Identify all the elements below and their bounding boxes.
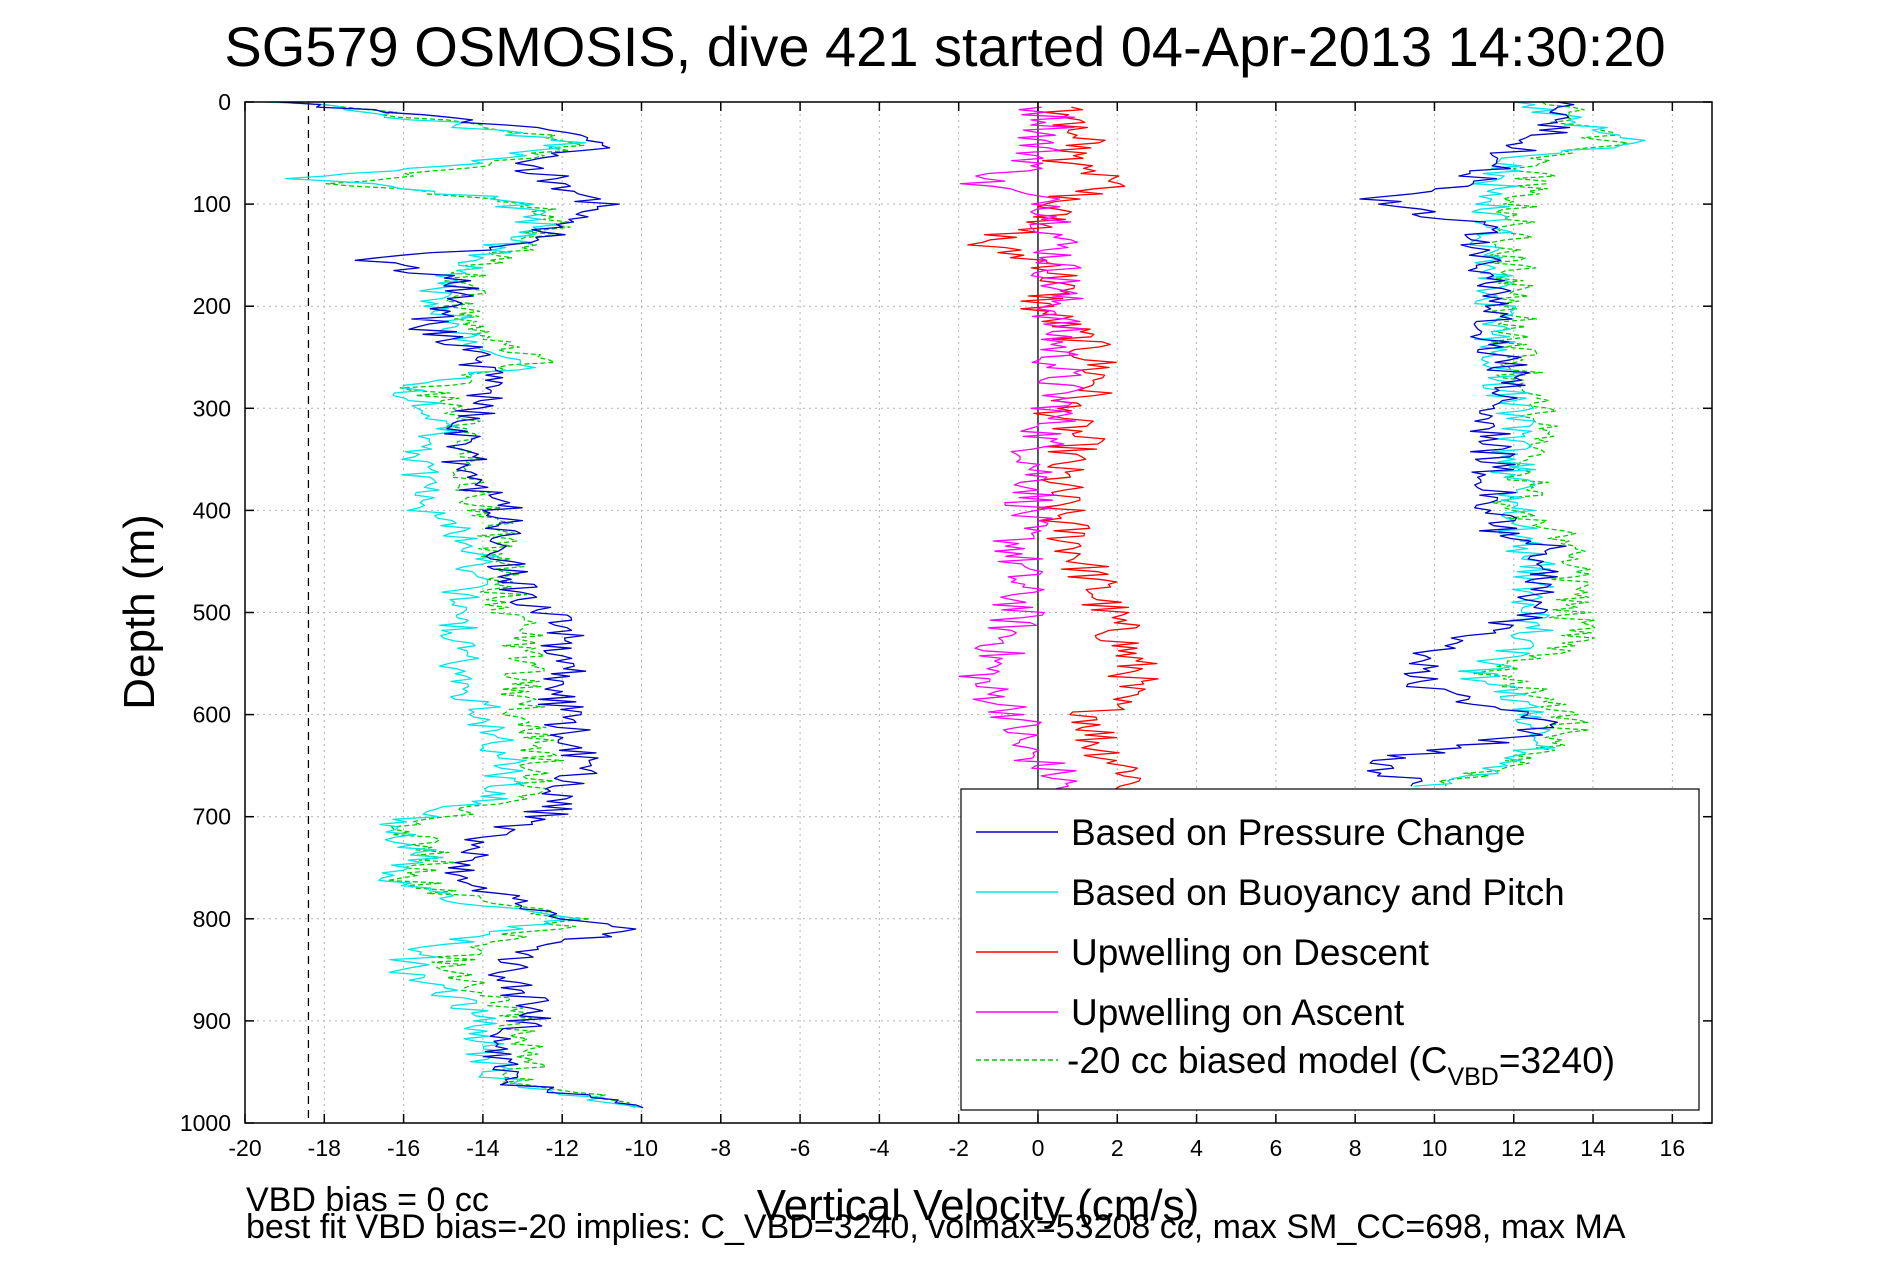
x-tick-label: -20 <box>228 1135 261 1161</box>
series-line-2-descent <box>265 101 643 1109</box>
x-tick-label: -4 <box>869 1135 890 1161</box>
reference-lines <box>307 102 1039 1123</box>
x-tick-label: 6 <box>1269 1135 1282 1161</box>
y-tick-label: 500 <box>193 600 231 626</box>
legend-label-subscript: VBD <box>1447 1063 1498 1091</box>
x-tick-label: 14 <box>1580 1135 1606 1161</box>
y-tick-label: 200 <box>193 293 231 319</box>
chart-title: SG579 OSMOSIS, dive 421 started 04-Apr-2… <box>224 15 1665 78</box>
x-tick-label: 0 <box>1032 1135 1045 1161</box>
x-tick-label: -18 <box>308 1135 341 1161</box>
axis-ticks: -20 -18 -16 -14 -12 -10 -8 -6 -4 -2 0 2 4 6 8 10 12 14 160… <box>180 89 1712 1161</box>
series-line-1-ascent <box>1359 101 1575 787</box>
series-line-1-descent <box>280 101 644 1109</box>
x-tick-label: 12 <box>1501 1135 1527 1161</box>
series-line-3-descent <box>967 106 1159 808</box>
data-series <box>265 101 1646 1109</box>
x-tick-label: -8 <box>711 1135 731 1161</box>
x-tick-label: -12 <box>546 1135 579 1161</box>
plot-area: -20 -18 -16 -14 -12 -10 -8 -6 -4 -2 0 2 4 6 8 10 12 14 160… <box>180 89 1713 1161</box>
x-tick-label: -6 <box>790 1135 810 1161</box>
x-tick-label: -14 <box>466 1135 499 1161</box>
x-tick-label: -10 <box>625 1135 658 1161</box>
x-tick-label: 10 <box>1422 1135 1448 1161</box>
legend: Based on Pressure Change Based on Buoyanc… <box>960 788 1700 1111</box>
footer-vbd-bias: VBD bias = 0 cc <box>246 1181 489 1219</box>
legend-label: Upwelling on Descent <box>1071 932 1430 973</box>
y-tick-label: 700 <box>193 804 231 830</box>
legend-box <box>960 788 1700 1111</box>
x-tick-label: -2 <box>948 1135 968 1161</box>
legend-label-tail: =3240) <box>1499 1040 1615 1081</box>
legend-label: -20 cc biased model (CVBD=3240) <box>1067 1040 1615 1091</box>
y-tick-label: 100 <box>193 191 231 217</box>
x-tick-label: 4 <box>1190 1135 1203 1161</box>
legend-entries: Based on Pressure Change Based on Buoyanc… <box>976 812 1615 1091</box>
y-tick-label: 800 <box>193 906 231 932</box>
y-tick-label: 400 <box>193 497 231 523</box>
series-line-4-ascent <box>958 106 1094 808</box>
series-line-5-descent <box>276 101 638 1109</box>
legend-label: Based on Buoyancy and Pitch <box>1071 872 1565 913</box>
x-tick-label: 16 <box>1660 1135 1686 1161</box>
y-tick-label: 0 <box>218 89 231 115</box>
y-tick-label: 300 <box>193 395 231 421</box>
series-line-5-ascent <box>1438 101 1629 787</box>
y-tick-label: 1000 <box>180 1110 231 1136</box>
y-tick-label: 900 <box>193 1008 231 1034</box>
x-tick-label: 8 <box>1349 1135 1362 1161</box>
legend-label: Based on Pressure Change <box>1071 812 1526 853</box>
y-tick-label: 600 <box>193 702 231 728</box>
x-tick-label: 2 <box>1111 1135 1124 1161</box>
legend-label: Upwelling on Ascent <box>1071 992 1405 1033</box>
x-axis-title: Vertical Velocity (cm/s) <box>757 1181 1200 1230</box>
y-axis-title: Depth (m) <box>115 514 164 710</box>
footer-best-fit: best fit VBD bias=-20 implies: C_VBD=324… <box>246 1208 1626 1246</box>
legend-label-main: -20 cc biased model (C <box>1067 1040 1447 1081</box>
series-line-2-ascent <box>1414 101 1646 787</box>
x-tick-label: -16 <box>387 1135 420 1161</box>
